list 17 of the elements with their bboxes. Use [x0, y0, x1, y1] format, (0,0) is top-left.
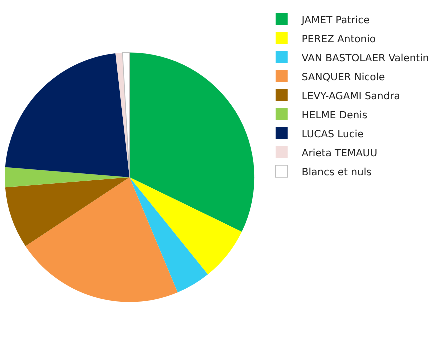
pie-slice	[130, 178, 242, 275]
legend-label: LEVY-AGAMI Sandra	[302, 91, 400, 102]
pie-slice	[130, 52, 254, 232]
legend-label: Arieta TEMAUU	[302, 148, 378, 160]
pie-slice	[5, 167, 130, 188]
legend-label: SANQUER Nicole	[302, 72, 386, 84]
pie-slice	[26, 178, 178, 302]
pie-slice	[130, 178, 208, 293]
legend-label: LUCAS Lucie	[302, 129, 364, 140]
pie-slice	[122, 52, 130, 178]
pie-slice	[5, 178, 130, 246]
legend-label: HELME Denis	[302, 110, 368, 122]
legend-label: JAMET Patrice	[300, 15, 370, 26]
pie-slice	[5, 54, 130, 178]
legend-label: VAN BASTOLAER Valentin	[302, 53, 430, 64]
legend-label: PEREZ Antonio	[302, 34, 376, 46]
legend-label: Blancs et nuls	[302, 167, 372, 178]
